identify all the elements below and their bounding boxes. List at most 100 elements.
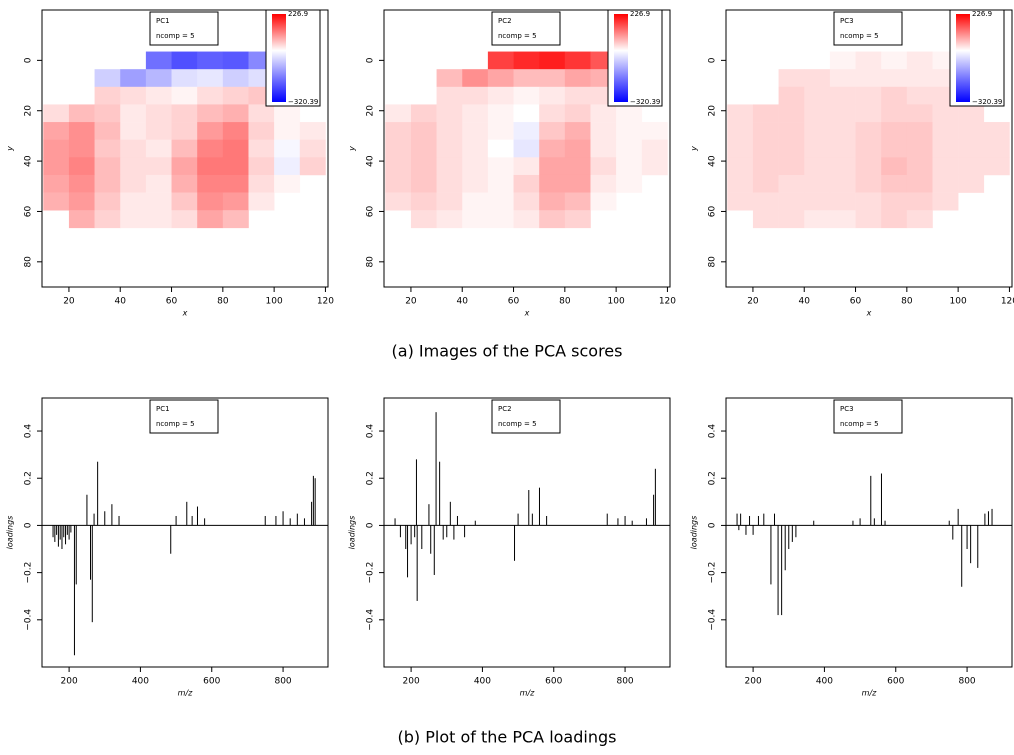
- heat-cell: [171, 210, 198, 229]
- y-tick-label: −0.4: [24, 609, 34, 631]
- heat-cell: [727, 139, 754, 158]
- heat-cell: [906, 174, 933, 193]
- legend-text: PC1: [156, 17, 170, 25]
- x-tick-label: 800: [958, 677, 975, 687]
- heat-cell: [539, 122, 566, 140]
- heat-cell: [120, 86, 147, 105]
- heat-cell: [881, 174, 908, 193]
- x-tick-label: 800: [616, 677, 633, 687]
- heat-cell: [197, 210, 224, 229]
- heat-cell: [778, 139, 805, 158]
- heat-cell: [906, 192, 933, 211]
- x-tick-label: 200: [745, 677, 762, 687]
- heat-cell: [43, 122, 70, 140]
- heat-cell: [855, 139, 882, 158]
- heat-cell: [462, 139, 489, 158]
- heat-cell: [487, 157, 514, 176]
- x-tick-label: 60: [850, 297, 862, 307]
- heat-cell: [94, 122, 121, 140]
- y-tick-label: 60: [24, 205, 34, 217]
- x-tick-label: 400: [474, 677, 491, 687]
- heat-cell: [906, 69, 933, 88]
- legend-box: [491, 11, 561, 46]
- heat-cell: [436, 122, 463, 140]
- x-tick-label: 100: [266, 297, 283, 307]
- plot-box: [725, 397, 1013, 668]
- x-axis-label: m/z: [520, 689, 535, 698]
- heat-cell: [145, 69, 172, 88]
- legend-text: PC2: [498, 17, 512, 25]
- heat-cell: [881, 210, 908, 229]
- heat-cell: [487, 139, 514, 158]
- heat-cell: [462, 86, 489, 105]
- heat-cell: [932, 122, 959, 140]
- heat-cell: [906, 139, 933, 158]
- x-tick-label: 120: [317, 297, 334, 307]
- heat-cell: [462, 69, 489, 88]
- heat-cell: [804, 69, 831, 88]
- y-tick-label: 0.2: [708, 471, 718, 485]
- heat-cell: [829, 157, 856, 176]
- y-tick-label: 0: [24, 57, 34, 63]
- y-axis-label: loadings: [348, 516, 357, 550]
- x-axis-label: m/z: [178, 689, 193, 698]
- heat-cell: [145, 174, 172, 193]
- heat-cell: [248, 192, 275, 211]
- heat-cell: [197, 157, 224, 176]
- heat-cell: [727, 104, 754, 123]
- heat-cell: [94, 210, 121, 229]
- heat-cell: [68, 174, 95, 193]
- y-tick-label: 40: [366, 155, 376, 167]
- heat-cell: [958, 174, 985, 193]
- heat-cell: [94, 69, 121, 88]
- heat-cell: [906, 122, 933, 140]
- heat-cell: [804, 104, 831, 123]
- heat-cell: [513, 104, 540, 123]
- heat-cell: [616, 139, 643, 158]
- x-tick-label: 100: [608, 297, 625, 307]
- heat-cell: [539, 157, 566, 176]
- heat-cell: [829, 174, 856, 193]
- y-tick-label: 0.4: [708, 424, 718, 439]
- heat-cell: [958, 139, 985, 158]
- heat-cell: [564, 122, 591, 140]
- x-tick-label: 600: [545, 677, 562, 687]
- heat-cell: [385, 174, 412, 193]
- heat-cell: [564, 69, 591, 88]
- heat-cell: [145, 192, 172, 211]
- y-tick-label: 20: [24, 105, 34, 117]
- legend-box: [149, 399, 219, 434]
- plot-box: [41, 9, 329, 288]
- heat-cell: [410, 139, 437, 158]
- heat-cell: [958, 122, 985, 140]
- y-tick-label: −0.4: [708, 609, 718, 631]
- x-tick-label: 200: [403, 677, 420, 687]
- heat-cell: [436, 69, 463, 88]
- heat-cell: [299, 139, 326, 158]
- heat-cell: [120, 104, 147, 123]
- heat-cell: [94, 174, 121, 193]
- heat-cell: [68, 122, 95, 140]
- heat-cell: [804, 86, 831, 105]
- heat-cell: [590, 139, 617, 158]
- legend-box: [833, 399, 903, 434]
- heat-cell: [487, 51, 514, 70]
- heat-cell: [983, 122, 1010, 140]
- heat-cell: [197, 139, 224, 158]
- heat-cell: [778, 86, 805, 105]
- heat-cell: [462, 174, 489, 193]
- heat-cell: [145, 86, 172, 105]
- heat-cell: [855, 104, 882, 123]
- heat-cell: [906, 157, 933, 176]
- heat-cell: [855, 210, 882, 229]
- heat-cell: [248, 122, 275, 140]
- heat-cell: [616, 122, 643, 140]
- y-tick-label: 80: [366, 256, 376, 268]
- heat-cell: [881, 69, 908, 88]
- plot-box: [725, 9, 1013, 288]
- legend-text: PC1: [156, 405, 170, 413]
- heat-cell: [487, 104, 514, 123]
- heat-cell: [641, 122, 668, 140]
- heat-cell: [222, 174, 249, 193]
- heat-cell: [410, 210, 437, 229]
